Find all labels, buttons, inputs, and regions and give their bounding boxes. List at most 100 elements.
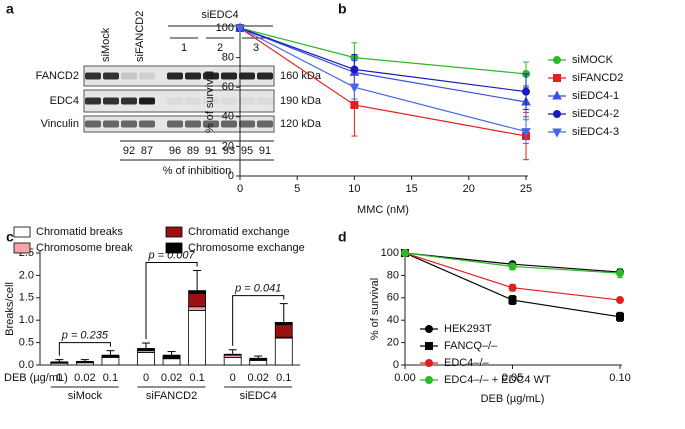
x-tick-label: 0.02 xyxy=(161,372,182,384)
blot-band xyxy=(103,120,119,128)
legend-label: EDC4–/– + EDC4 WT xyxy=(444,374,551,386)
blot-band xyxy=(139,72,155,80)
marker xyxy=(616,296,624,305)
significance-bracket xyxy=(145,261,198,340)
y-tick-label: 40 xyxy=(387,314,399,326)
marker xyxy=(522,87,530,96)
blot-band xyxy=(221,120,237,128)
blot-band xyxy=(121,72,137,80)
inhibition-label: % of inhibition xyxy=(163,165,232,177)
blot-band xyxy=(257,72,273,80)
inhibition-value: 92 xyxy=(123,145,135,157)
bar-segment xyxy=(274,322,293,326)
inhibition-value: 87 xyxy=(141,145,153,157)
x-tick-label: 0.00 xyxy=(394,372,415,384)
panel-label: b xyxy=(338,1,347,17)
x-tick-label: 5 xyxy=(294,183,300,195)
blot-band xyxy=(139,120,155,128)
bar-segment xyxy=(101,356,120,366)
y-tick-label: 40 xyxy=(222,111,234,123)
legend-marker xyxy=(552,90,562,100)
panel-label: c xyxy=(6,229,14,245)
legend-label: siMOCK xyxy=(572,54,614,66)
panel-label: d xyxy=(338,229,347,245)
marker xyxy=(508,296,517,305)
blot-band xyxy=(85,120,101,128)
blot-band xyxy=(185,120,201,128)
group-label: siFANCD2 xyxy=(146,390,197,402)
legend-swatch xyxy=(13,242,31,254)
legend-label: EDC4–/– xyxy=(444,357,490,369)
blot-band xyxy=(85,97,101,105)
blot-band xyxy=(139,97,155,105)
x-tick-label: 10 xyxy=(348,183,360,195)
y-tick-label: 0 xyxy=(228,170,234,182)
legend-marker xyxy=(425,325,433,333)
x-tick-label: 0 xyxy=(237,183,243,195)
legend-marker xyxy=(553,110,561,118)
bar-segment xyxy=(75,361,94,363)
bar-segment xyxy=(274,324,293,338)
x-tick-label: 0.02 xyxy=(74,372,95,384)
x-axis-label: MMC (nM) xyxy=(357,204,409,216)
bar-segment xyxy=(101,354,120,357)
significance-bracket xyxy=(58,342,111,356)
inhibition-value: 96 xyxy=(169,145,181,157)
legend-marker xyxy=(553,74,561,82)
annotation: p = 0.041 xyxy=(234,283,281,295)
y-tick-label: 2.0 xyxy=(19,269,34,281)
bar-segment xyxy=(249,360,268,366)
y-tick-label: 1.5 xyxy=(19,292,34,304)
series-line xyxy=(404,252,621,301)
blot-band xyxy=(185,97,201,105)
column-label: siFANCD2 xyxy=(134,11,146,62)
bar-segment xyxy=(249,357,268,361)
blot-band xyxy=(167,72,183,80)
x-tick-label: 25 xyxy=(520,183,532,195)
x-tick-label: 0.1 xyxy=(189,372,204,384)
y-tick-label: 60 xyxy=(387,292,399,304)
y-axis-label: % of survival xyxy=(204,71,216,133)
blot-band xyxy=(239,120,255,128)
bar-segment xyxy=(188,309,207,366)
blot-band xyxy=(103,72,119,80)
size-label: 190 kDa xyxy=(280,95,322,107)
y-tick-label: 80 xyxy=(222,52,234,64)
subcolumn-label: 1 xyxy=(181,42,187,54)
y-axis-label: % of survival xyxy=(369,278,381,340)
marker xyxy=(616,269,624,278)
legend-marker xyxy=(425,359,433,367)
x-axis-label: DEB (µg/mL) xyxy=(4,372,68,384)
y-tick-label: 0.0 xyxy=(19,359,34,371)
panel-label: a xyxy=(6,1,14,17)
marker xyxy=(616,312,624,321)
marker xyxy=(401,249,409,257)
y-tick-label: 0.5 xyxy=(19,337,34,349)
legend-label: Chromosome exchange xyxy=(188,242,305,254)
legend-marker xyxy=(425,376,433,384)
marker xyxy=(235,24,245,34)
blot-strip xyxy=(83,89,275,113)
blot-band xyxy=(121,97,137,105)
y-tick-label: 80 xyxy=(387,269,399,281)
row-label: FANCD2 xyxy=(36,70,79,82)
y-tick-label: 60 xyxy=(222,81,234,93)
x-tick-label: 0 xyxy=(56,372,62,384)
blot-band xyxy=(185,72,201,80)
inhibition-value: 91 xyxy=(259,145,271,157)
y-tick-label: 20 xyxy=(387,337,399,349)
size-label: 160 kDa xyxy=(280,70,322,82)
blot-band xyxy=(221,97,237,105)
series-line xyxy=(239,27,527,75)
x-tick-label: 15 xyxy=(405,183,417,195)
legend-label: Chromatid breaks xyxy=(36,226,123,238)
column-label: siEDC4 xyxy=(201,9,238,21)
bar-segment xyxy=(188,290,207,294)
blot-band xyxy=(257,120,273,128)
blot-band xyxy=(167,120,183,128)
bar-segment xyxy=(137,348,155,352)
blot-band xyxy=(239,97,255,105)
blot-band xyxy=(203,97,219,105)
bar-segment xyxy=(137,352,155,366)
group-label: siMock xyxy=(68,390,103,402)
